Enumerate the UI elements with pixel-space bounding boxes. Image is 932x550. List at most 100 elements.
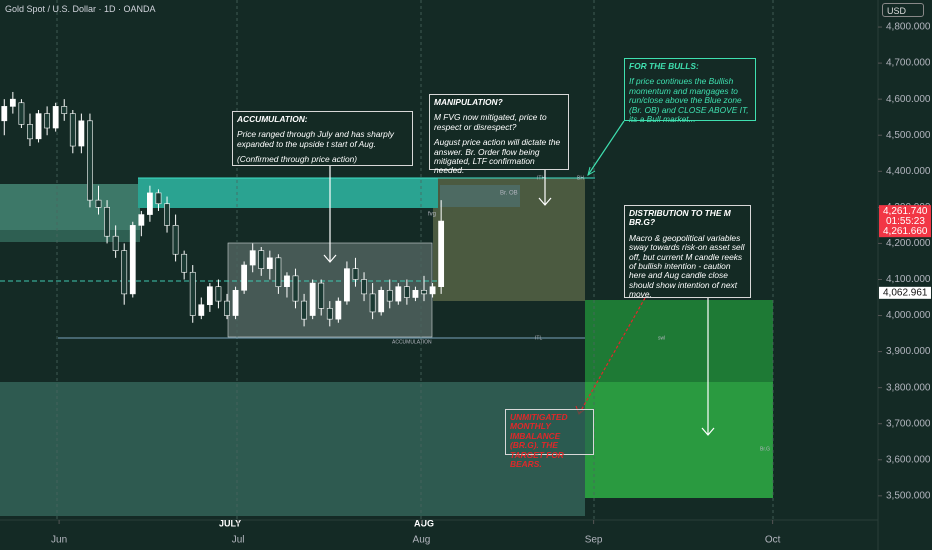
candle-body [326,308,333,320]
zone [585,382,773,498]
candle-body [309,282,316,316]
y-tick-label: 4,600.000 [886,94,931,105]
candle-body [275,257,282,287]
zone [0,184,140,230]
annotation-text: (Confirmed through price action) [237,154,358,165]
arrow [578,297,646,415]
y-tick-label: 4,800.000 [886,22,931,33]
price-label: 4,261.740 [883,206,928,217]
candle-body [395,286,402,302]
candle-body [44,113,51,129]
arrow-head [701,427,715,436]
candle-body [18,102,25,125]
candle-body [258,250,265,269]
countdown-box [879,215,931,228]
candle-body [138,214,145,226]
price-label-box [879,205,931,218]
candle-body [292,275,299,302]
candle-body [352,268,359,280]
y-tick-label: 3,600.000 [886,454,931,465]
candle-body [215,286,222,302]
candle-body [198,304,205,316]
y-tick-label: 4,100.000 [886,274,931,285]
zone-label: Br. OB [500,191,518,197]
x-tick-label: Oct [765,535,781,546]
candle-body [284,275,290,287]
annotation-text: FOR THE BULLS: [629,61,699,71]
y-tick-label: 3,700.000 [886,418,931,429]
currency[interactable]: USD [882,3,924,17]
zone-label: ACCUMULATION [392,339,432,345]
candle-body [335,300,342,320]
annotation: DISTRIBUTION TO THE M BR.G? Macro & geopo… [624,205,751,300]
y-tick-label: 3,500.000 [886,490,931,501]
zone [0,382,585,516]
countdown: 01:55:23 [886,216,925,227]
candle-body [172,225,179,255]
candle-body [129,225,136,295]
arrow-head [587,166,596,177]
candle-body [224,300,230,316]
candle-body [155,192,162,205]
annotation: FOR THE BULLS: If price continues the Bul… [624,58,756,125]
annotation-text: MANIPULATION? [434,97,503,107]
annotation-text: ACCUMULATION: [237,114,308,124]
candle-body [27,124,33,140]
y-tick-label: 4,400.000 [886,166,931,177]
candle-body [412,289,419,298]
y-tick-label: 3,800.000 [886,382,931,393]
candle-body [164,203,170,226]
arrow-head [323,254,337,263]
candle-body [318,282,325,309]
annotation-text: DISTRIBUTION TO THE M BR.G? [629,208,731,228]
y-tick-label: 3,900.000 [886,346,931,357]
annotation-text: M FVG now mitigated, price to respect or… [434,112,547,132]
zone-label: Br.G [760,446,770,452]
candle-body [249,250,256,266]
candle-body [386,289,393,302]
candle-body [438,220,445,287]
candle-body [147,192,153,215]
month-marker: AUG [414,518,434,528]
candle-body [241,264,248,291]
annotation-text: Macro & geopolitical variables sway towa… [629,232,745,300]
candle-body [52,106,59,129]
candle-body [301,300,307,320]
annotation-text: If price continues the Bullish momentum … [629,76,749,125]
price-label: 4,062.961 [883,287,928,298]
annotation: UNMITIGATED MONTHLY IMBALANCE (BR.G). TH… [505,409,594,469]
chart-title: Gold Spot / U.S. Dollar · 1D · OANDA [5,4,156,14]
zone-label: BH [577,175,584,181]
candle-body [344,268,350,302]
y-tick-label: 4,500.000 [886,130,931,141]
zone [440,185,520,207]
candle-body [232,289,239,316]
candle-body [1,106,8,122]
y-tick-label: 4,200.000 [886,238,931,249]
candle-body [9,98,16,107]
zone-label: swl [658,335,665,341]
zone-label: ITH [537,175,545,181]
x-tick-label: Aug [413,535,431,546]
zone-label: fvg [428,212,436,218]
price-label-box [879,225,931,238]
candle-body [369,293,376,313]
candle-body [61,106,68,114]
annotation-text: Price ranged through July and has sharpl… [237,129,394,149]
zone [138,178,438,208]
arrow-head [538,197,552,206]
candle-body [429,286,436,295]
candle-body [112,235,119,251]
price-label: 4,261.660 [883,226,928,237]
candle-body [181,253,188,273]
candle-body [95,199,102,208]
zone-label: ITL [535,335,542,341]
annotation: MANIPULATION? M FVG now mitigated, price … [429,94,569,175]
candle-body [206,286,213,306]
candle-body [69,113,76,147]
candle-body [378,289,385,313]
candle-body [266,257,273,269]
y-tick-label: 4,700.000 [886,58,931,69]
